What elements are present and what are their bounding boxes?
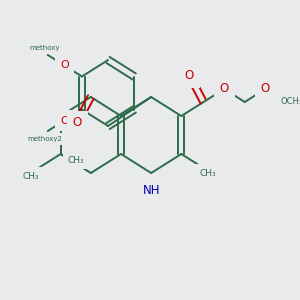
Text: O: O bbox=[60, 61, 69, 70]
Text: O: O bbox=[261, 82, 270, 95]
Text: methoxy: methoxy bbox=[30, 45, 60, 51]
Text: O: O bbox=[60, 116, 69, 125]
Text: OCH₃: OCH₃ bbox=[280, 98, 300, 106]
Text: O: O bbox=[185, 69, 194, 82]
Text: CH₃: CH₃ bbox=[200, 169, 216, 178]
Text: O: O bbox=[73, 116, 82, 130]
Text: methoxy2: methoxy2 bbox=[28, 136, 62, 142]
Text: CH₃: CH₃ bbox=[23, 172, 40, 181]
Text: CH₃: CH₃ bbox=[67, 155, 84, 164]
Text: O: O bbox=[220, 82, 229, 95]
Text: NH: NH bbox=[142, 184, 160, 197]
